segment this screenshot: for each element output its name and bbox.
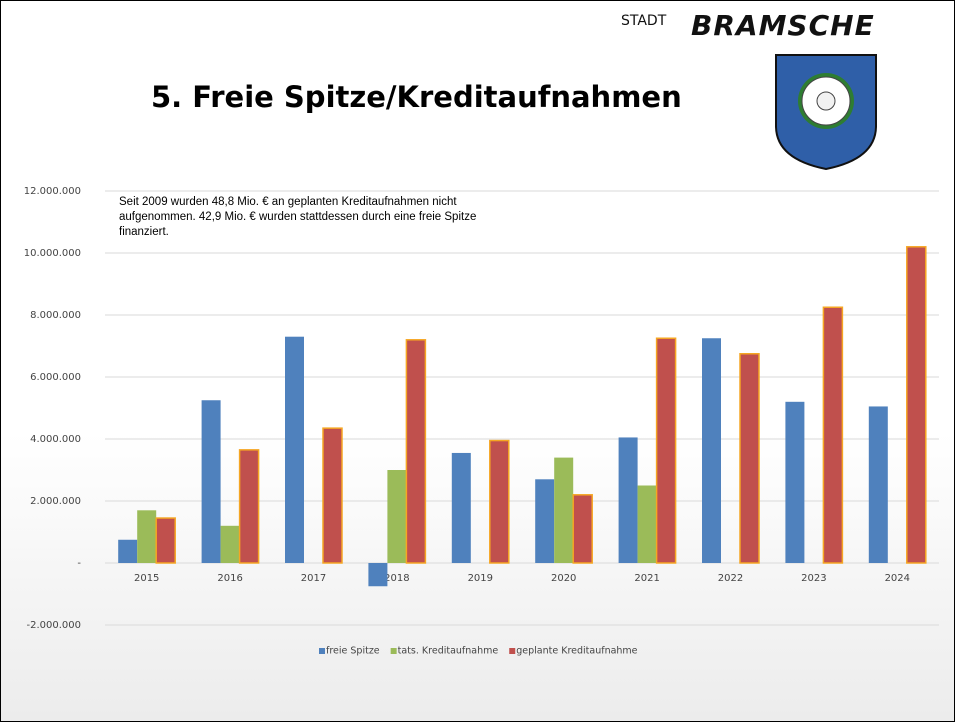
bar (322, 427, 343, 564)
bar (618, 437, 638, 563)
coat-of-arms (775, 54, 877, 171)
bar (739, 353, 760, 564)
legend-label: geplante Kreditaufnahme (516, 646, 637, 657)
bar (572, 494, 593, 564)
y-tick-label: 10.000.000 (24, 248, 81, 259)
legend-swatch (509, 648, 516, 654)
x-tick-label: 2019 (468, 573, 493, 584)
y-tick-label: - (77, 558, 81, 569)
y-tick-label: 12.000.000 (24, 186, 81, 197)
x-tick-label: 2018 (384, 573, 409, 584)
bar (201, 400, 221, 563)
y-tick-label: 6.000.000 (30, 372, 81, 383)
x-tick-label: 2015 (134, 573, 159, 584)
y-tick-label: 2.000.000 (30, 496, 81, 507)
bar (822, 306, 844, 564)
y-tick-label: 4.000.000 (30, 434, 81, 445)
x-tick-label: 2017 (301, 573, 326, 584)
legend-swatch (319, 648, 325, 654)
bar (118, 539, 138, 563)
bar (489, 439, 510, 564)
x-tick-label: 2016 (217, 573, 242, 584)
bar (906, 246, 927, 564)
bar (535, 479, 555, 563)
legend-label: tats. Kreditaufnahme (398, 646, 499, 657)
logo-large: BRAMSCHE (691, 9, 875, 42)
bar (285, 336, 304, 563)
bar (451, 452, 471, 563)
bar (387, 470, 407, 563)
x-tick-label: 2020 (551, 573, 576, 584)
bar (868, 406, 888, 563)
bar (554, 457, 574, 563)
bar (220, 525, 240, 563)
y-tick-label: 8.000.000 (30, 310, 81, 321)
y-tick-label: -2.000.000 (26, 620, 81, 631)
x-tick-label: 2021 (634, 573, 659, 584)
bar (368, 563, 388, 587)
bar (405, 339, 427, 564)
logo-small: STADT (621, 13, 667, 29)
bar (785, 401, 805, 563)
bar (137, 510, 157, 563)
legend-swatch (390, 648, 397, 654)
x-tick-label: 2024 (885, 573, 910, 584)
bar (238, 449, 260, 564)
bar (155, 517, 176, 564)
slide-title: 5. Freie Spitze/Kreditaufnahmen (151, 80, 682, 114)
bar (655, 337, 677, 564)
annotation: Seit 2009 wurden 48,8 Mio. € an geplante… (119, 196, 477, 238)
bar (702, 338, 721, 563)
x-tick-label: 2023 (801, 573, 826, 584)
x-tick-label: 2022 (718, 573, 743, 584)
legend-label: freie Spitze (326, 646, 380, 657)
bar (637, 485, 657, 563)
